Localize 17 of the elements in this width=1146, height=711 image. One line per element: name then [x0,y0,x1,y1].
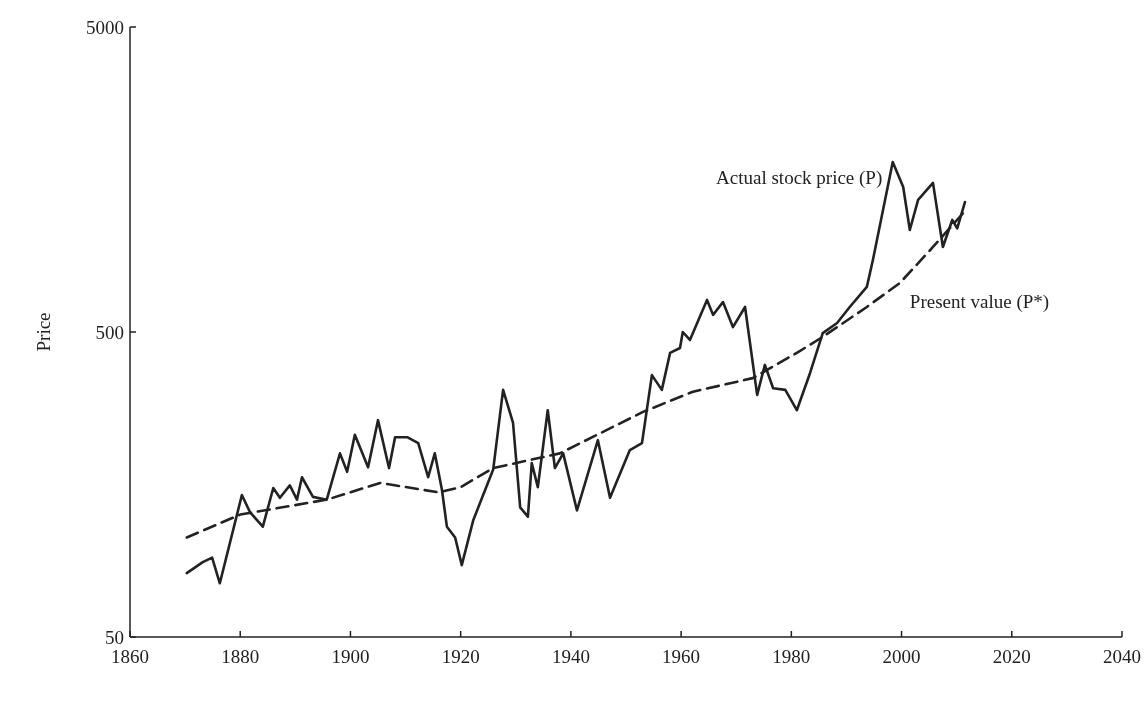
y-tick-label: 50 [105,626,124,648]
x-tick-label: 1940 [551,646,590,667]
x-tick-label: 1980 [772,646,811,667]
line-series [185,160,967,585]
x-tick-label: 2000 [882,646,921,667]
series-label: Actual stock price (P) [716,166,883,189]
y-tick-label: 5000 [86,16,124,38]
x-tick-label: 1920 [441,646,480,667]
x-tick-label: 1880 [221,646,260,667]
x-tick-label: 1900 [331,646,370,667]
y-axis-title: Price [33,312,54,352]
x-tick-label: 1960 [662,646,701,667]
x-tick-label: 2020 [992,646,1031,667]
series-label: Present value (P*) [909,290,1050,313]
x-tick-label: 1860 [111,646,149,667]
x-tick-label: 2040 [1103,646,1141,667]
y-tick-label: 500 [95,321,124,343]
